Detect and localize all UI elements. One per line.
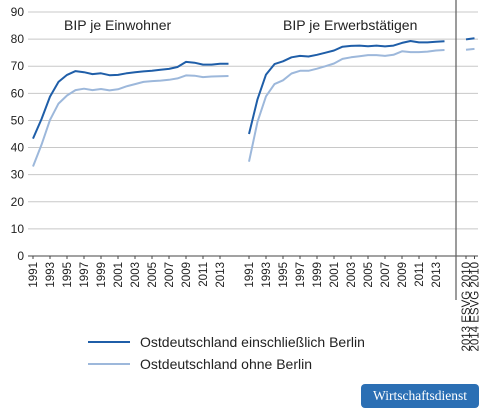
y-tick-label: 70 <box>11 59 25 73</box>
panel-title: BIP je Erwerbstätigen <box>283 17 417 33</box>
x-tick-label: 1999 <box>312 262 324 288</box>
x-tick-label: 1997 <box>295 262 307 288</box>
x-tick-label: 2013 <box>431 262 443 288</box>
series-line <box>248 40 445 135</box>
x-tick-label: 2001 <box>113 262 125 288</box>
x-tick-label: 2001 <box>329 262 341 288</box>
x-tick-label: 2003 <box>346 262 358 288</box>
publisher-badge: Wirtschaftsdienst <box>361 384 479 408</box>
axis-layer <box>28 0 478 300</box>
series-line <box>248 49 445 162</box>
series-line <box>32 60 229 139</box>
legend-item-ohne-berlin: Ostdeutschland ohne Berlin <box>88 354 418 374</box>
legend-label-mit-berlin: Ostdeutschland einschließlich Berlin <box>140 334 365 350</box>
y-tick-label: 10 <box>11 222 25 236</box>
y-tick-label: 20 <box>11 195 25 209</box>
x-tick-label: 2005 <box>147 262 159 288</box>
y-tick-label: 40 <box>11 141 25 155</box>
series-line <box>465 47 475 51</box>
legend-swatch-ohne-berlin <box>88 363 130 365</box>
x-tick-label: 2003 <box>130 262 142 288</box>
x-tick-label: 2011 <box>414 262 426 287</box>
label-layer: 0 10 20 30 40 50 60 70 80 90 1991 1993 1995 1997 1999 2… <box>11 5 482 352</box>
x-tick-label: 2009 <box>181 262 193 288</box>
y-tick-label: 50 <box>11 113 25 127</box>
grid-layer <box>28 11 478 257</box>
x-tick-label: 2007 <box>164 262 176 288</box>
panel-title: BIP je Einwohner <box>64 17 171 33</box>
x-tick-label: 1997 <box>79 262 91 288</box>
x-tick-label: 2013 ESVG 2010 <box>461 262 473 352</box>
x-tick-label: 2014 ESVG 2010 <box>470 262 482 352</box>
series-line <box>32 74 229 167</box>
legend-item-mit-berlin: Ostdeutschland einschließlich Berlin <box>88 332 418 352</box>
x-tick-label: 1995 <box>278 262 290 288</box>
x-tick-label: 1995 <box>62 262 74 288</box>
x-tick-label: 2005 <box>363 262 375 288</box>
x-tick-label: 1993 <box>45 262 57 288</box>
x-tick-label: 1991 <box>28 262 40 288</box>
x-tick-label: 1999 <box>96 262 108 288</box>
x-tick-label: 2009 <box>397 262 409 288</box>
y-tick-label: 30 <box>11 168 25 182</box>
y-tick-label: 90 <box>11 5 25 19</box>
x-tick-label: 2007 <box>380 262 392 288</box>
x-tick-label: 2013 <box>215 262 227 288</box>
legend-swatch-mit-berlin <box>88 341 130 343</box>
y-tick-label: 60 <box>11 86 25 100</box>
y-tick-label: 80 <box>11 32 25 46</box>
x-tick-label: 1993 <box>261 262 273 288</box>
y-tick-label: 0 <box>17 249 24 263</box>
legend-label-ohne-berlin: Ostdeutschland ohne Berlin <box>140 356 312 372</box>
x-tick-label: 1991 <box>244 262 256 288</box>
series-layer <box>32 37 475 167</box>
series-line <box>465 37 475 41</box>
x-tick-label: 2011 <box>198 262 210 287</box>
